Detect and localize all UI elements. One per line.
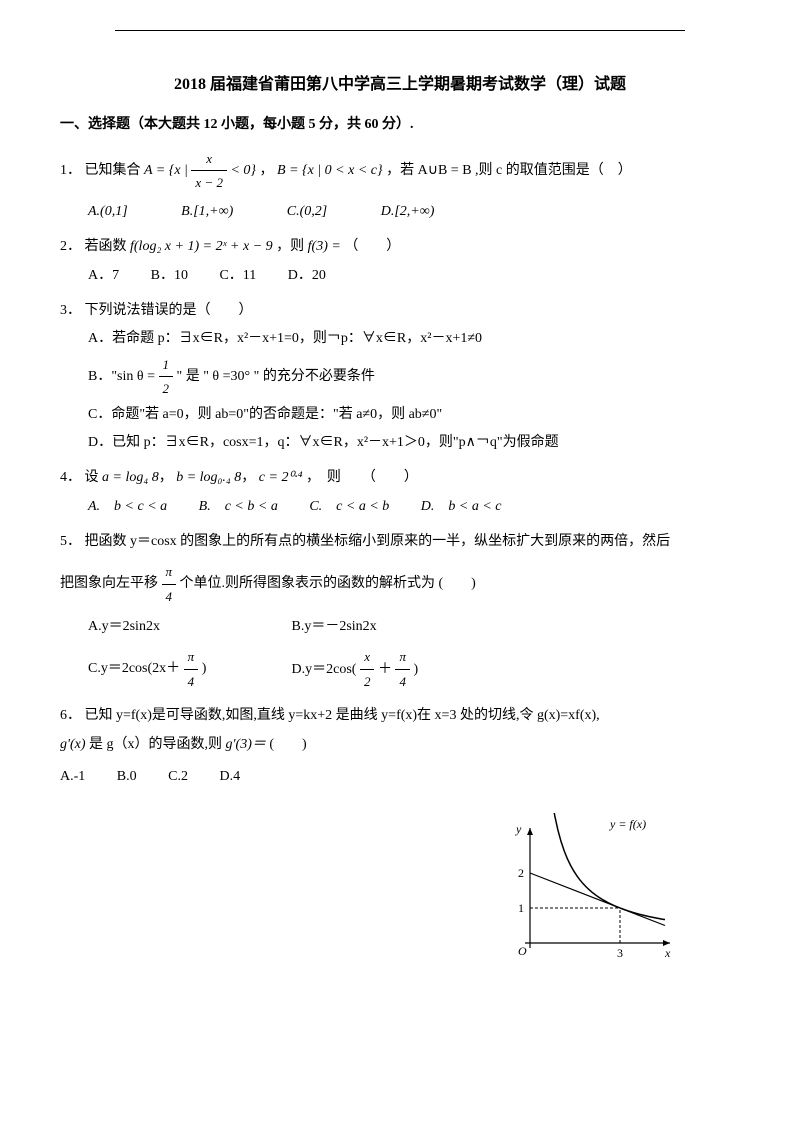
q1-comma: ， bbox=[260, 163, 274, 178]
q2-optC: C．11 bbox=[219, 263, 256, 288]
q1-setA-rhs: < 0} bbox=[230, 163, 256, 178]
q1-frac: x x − 2 bbox=[191, 147, 227, 195]
q4-optA: A. b < c < a bbox=[88, 494, 167, 519]
q6-line1: 已知 y=f(x)是可导函数,如图,直线 y=kx+2 是曲线 y=f(x)在 … bbox=[85, 708, 600, 723]
q4-b: b = log₀.₄ 8 bbox=[176, 470, 241, 485]
q6-gprime: g'(x) bbox=[60, 737, 86, 752]
q3-optB: B．"sin θ = 1 2 " 是 " θ =30° " 的充分不必要条件 bbox=[88, 353, 740, 401]
q3-stem: 下列说法错误的是（ ） bbox=[85, 303, 253, 318]
q2-eval: f(3) = bbox=[308, 239, 341, 254]
q4-prefix: 设 bbox=[85, 470, 103, 485]
q6-optD: D.4 bbox=[219, 764, 240, 789]
q4-tail: ， 则 （ ） bbox=[306, 470, 418, 485]
q3-num: 3． bbox=[60, 303, 81, 318]
q6-optA: A.-1 bbox=[60, 764, 85, 789]
q2-prefix: 若函数 bbox=[85, 239, 131, 254]
question-4: 4． 设 a = log₄ 8， b = log₀.₄ 8， c = 2⁰·⁴ … bbox=[60, 465, 740, 519]
q1-optC: C.(0,2] bbox=[287, 199, 327, 224]
section-1-header: 一、选择题（本大题共 12 小题，每小题 5 分，共 60 分）. bbox=[60, 112, 740, 137]
q2-optD: D．20 bbox=[288, 263, 326, 288]
q5-optB: B.y＝－2sin2x bbox=[292, 619, 377, 634]
q3-optA: A．若命题 p：∃x∈R，x²－x+1=0，则￢p：∀x∈R，x²－x+1≠0 bbox=[88, 326, 740, 351]
q5-line2-frac: π 4 bbox=[162, 560, 177, 608]
q4-a: a = log₄ 8 bbox=[102, 470, 159, 485]
q4-optD: D. b < a < c bbox=[421, 494, 502, 519]
q2-optA: A．7 bbox=[88, 263, 119, 288]
q2-func: f(log₂ x + 1) = 2ˣ + x − 9 bbox=[130, 239, 273, 254]
q1-setB: B = {x | 0 < x < c} bbox=[277, 163, 383, 178]
svg-text:y: y bbox=[515, 822, 522, 836]
q6-optC: C.2 bbox=[168, 764, 188, 789]
q5-line1: 把函数 y＝cosx 的图象上的所有点的横坐标缩小到原来的一半，纵坐标扩大到原来… bbox=[85, 534, 671, 549]
graph-svg: O 1 2 3 x y y = f(x) bbox=[500, 813, 680, 973]
question-3: 3． 下列说法错误的是（ ） A．若命题 p：∃x∈R，x²－x+1=0，则￢p… bbox=[60, 298, 740, 455]
q1-optB: B.[1,+∞) bbox=[181, 199, 233, 224]
svg-text:1: 1 bbox=[518, 901, 524, 915]
q5-optD: D.y＝2cos( x 2 ＋ π 4 ) bbox=[292, 662, 419, 677]
q6-line2c: g'(3)＝ bbox=[226, 737, 266, 752]
q2-num: 2． bbox=[60, 239, 81, 254]
q1-optD: D.[2,+∞) bbox=[381, 199, 435, 224]
q6-graph: O 1 2 3 x y y = f(x) bbox=[500, 813, 680, 982]
svg-text:x: x bbox=[664, 946, 671, 960]
question-2: 2． 若函数 f(log₂ x + 1) = 2ˣ + x − 9 ，则 f(3… bbox=[60, 234, 740, 288]
q2-tail: （ ） bbox=[344, 239, 400, 254]
q6-num: 6． bbox=[60, 708, 81, 723]
question-1: 1． 已知集合 A = {x | x x − 2 < 0} ， B = {x |… bbox=[60, 147, 740, 224]
q1-prefix: 已知集合 bbox=[85, 163, 145, 178]
q1-setA-lhs: A = {x | bbox=[144, 163, 188, 178]
svg-text:O: O bbox=[518, 944, 527, 958]
exam-title: 2018 届福建省莆田第八中学高三上学期暑期考试数学（理）试题 bbox=[60, 71, 740, 100]
q3-optC: C．命题"若 a=0，则 ab=0"的否命题是："若 a≠0，则 ab≠0" bbox=[88, 402, 740, 427]
q4-num: 4． bbox=[60, 470, 81, 485]
q5-line2-suffix: 个单位.则所得图象表示的函数的解析式为 ( ) bbox=[180, 577, 476, 592]
question-5: 5． 把函数 y＝cosx 的图象上的所有点的横坐标缩小到原来的一半，纵坐标扩大… bbox=[60, 529, 740, 693]
q1-num: 1． bbox=[60, 163, 81, 178]
q5-optA: A.y＝2sin2x bbox=[88, 614, 288, 639]
header-rule bbox=[115, 30, 685, 31]
q4-c: c = 2⁰·⁴ bbox=[259, 470, 303, 485]
q6-optB: B.0 bbox=[117, 764, 137, 789]
svg-text:2: 2 bbox=[518, 866, 524, 880]
q2-options: A．7 B．10 C．11 D．20 bbox=[88, 263, 740, 288]
q5-line2-prefix: 把图象向左平移 bbox=[60, 577, 158, 592]
q6-line2b: 是 g（x）的导函数,则 bbox=[89, 737, 222, 752]
q5-optC: C.y＝2cos(2x＋ π 4 ) bbox=[88, 645, 288, 693]
q4-optB: B. c < b < a bbox=[199, 494, 278, 519]
q6-line2d: ( ) bbox=[269, 737, 306, 752]
svg-text:3: 3 bbox=[617, 946, 623, 960]
q1-tail: ，若 A∪B = B ,则 c 的取值范围是（ ） bbox=[386, 163, 632, 178]
q1-optA: A.(0,1] bbox=[88, 199, 128, 224]
q2-mid: ，则 bbox=[276, 239, 308, 254]
q2-optB: B．10 bbox=[151, 263, 188, 288]
q5-num: 5． bbox=[60, 534, 81, 549]
q1-options: A.(0,1] B.[1,+∞) C.(0,2] D.[2,+∞) bbox=[88, 199, 740, 224]
q3-optD: D．已知 p：∃x∈R，cosx=1，q：∀x∈R，x²－x+1＞0，则"p∧￢… bbox=[88, 430, 740, 455]
question-6: 6． 已知 y=f(x)是可导函数,如图,直线 y=kx+2 是曲线 y=f(x… bbox=[60, 703, 740, 789]
q4-options: A. b < c < a B. c < b < a C. c < a < b D… bbox=[88, 494, 740, 519]
q4-optC: C. c < a < b bbox=[309, 494, 389, 519]
svg-text:y = f(x): y = f(x) bbox=[609, 817, 646, 831]
